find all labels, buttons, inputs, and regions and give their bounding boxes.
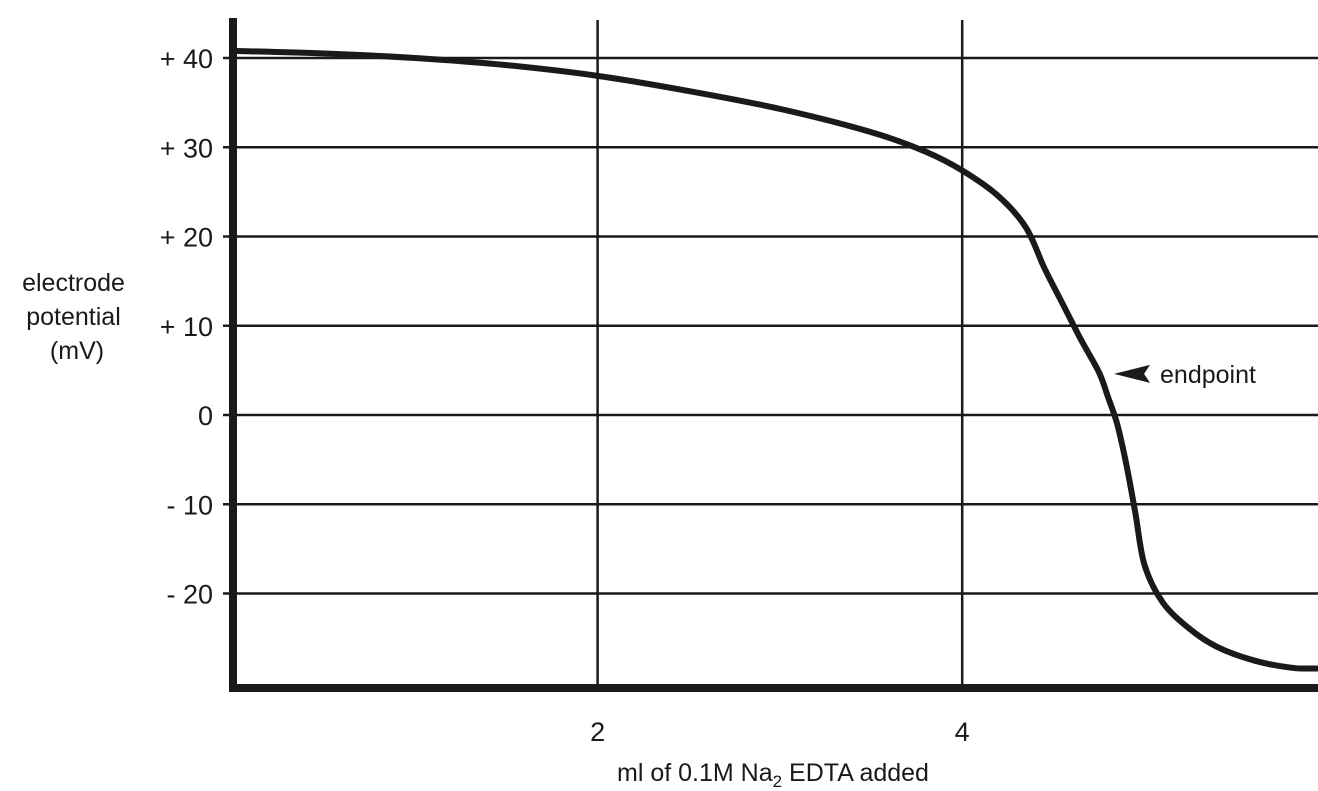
y-axis-title: electrode potential (mV): [22, 269, 132, 365]
y-axis-title-line-3: (mV): [50, 337, 104, 365]
endpoint-arrow: [1114, 364, 1151, 383]
titration-curve: [230, 47, 1318, 672]
y-tick-label: 0: [198, 401, 213, 431]
y-tick-labels: + 40 + 30 + 20 + 10 0 - 10 - 20: [160, 44, 213, 610]
x-axis-title-rest: EDTA added: [782, 759, 929, 787]
x-axis-title: ml of 0.1M Na2 EDTA added: [617, 759, 929, 791]
series: [230, 47, 1318, 672]
y-tick-label: + 10: [160, 312, 213, 342]
y-axis-title-line-2: potential: [26, 303, 121, 331]
y-tick-label: - 10: [166, 490, 213, 520]
y-tick-label: + 40: [160, 44, 213, 74]
x-axis-title-subscript: 2: [773, 772, 782, 791]
endpoint-label: endpoint: [1160, 361, 1256, 389]
x-tick-labels: 246810: [590, 717, 970, 747]
y-axis-title-line-1: electrode: [22, 269, 125, 297]
y-tick-label: + 30: [160, 133, 213, 163]
annotations: endpoint: [1114, 361, 1256, 389]
x-tick-label: 4: [955, 717, 970, 747]
y-tick-label: - 20: [166, 580, 213, 610]
x-tick-label: 2: [590, 717, 605, 747]
y-tick-label: + 20: [160, 223, 213, 253]
x-axis-title-main: ml of 0.1M Na: [617, 759, 773, 787]
axes: [229, 18, 1318, 692]
